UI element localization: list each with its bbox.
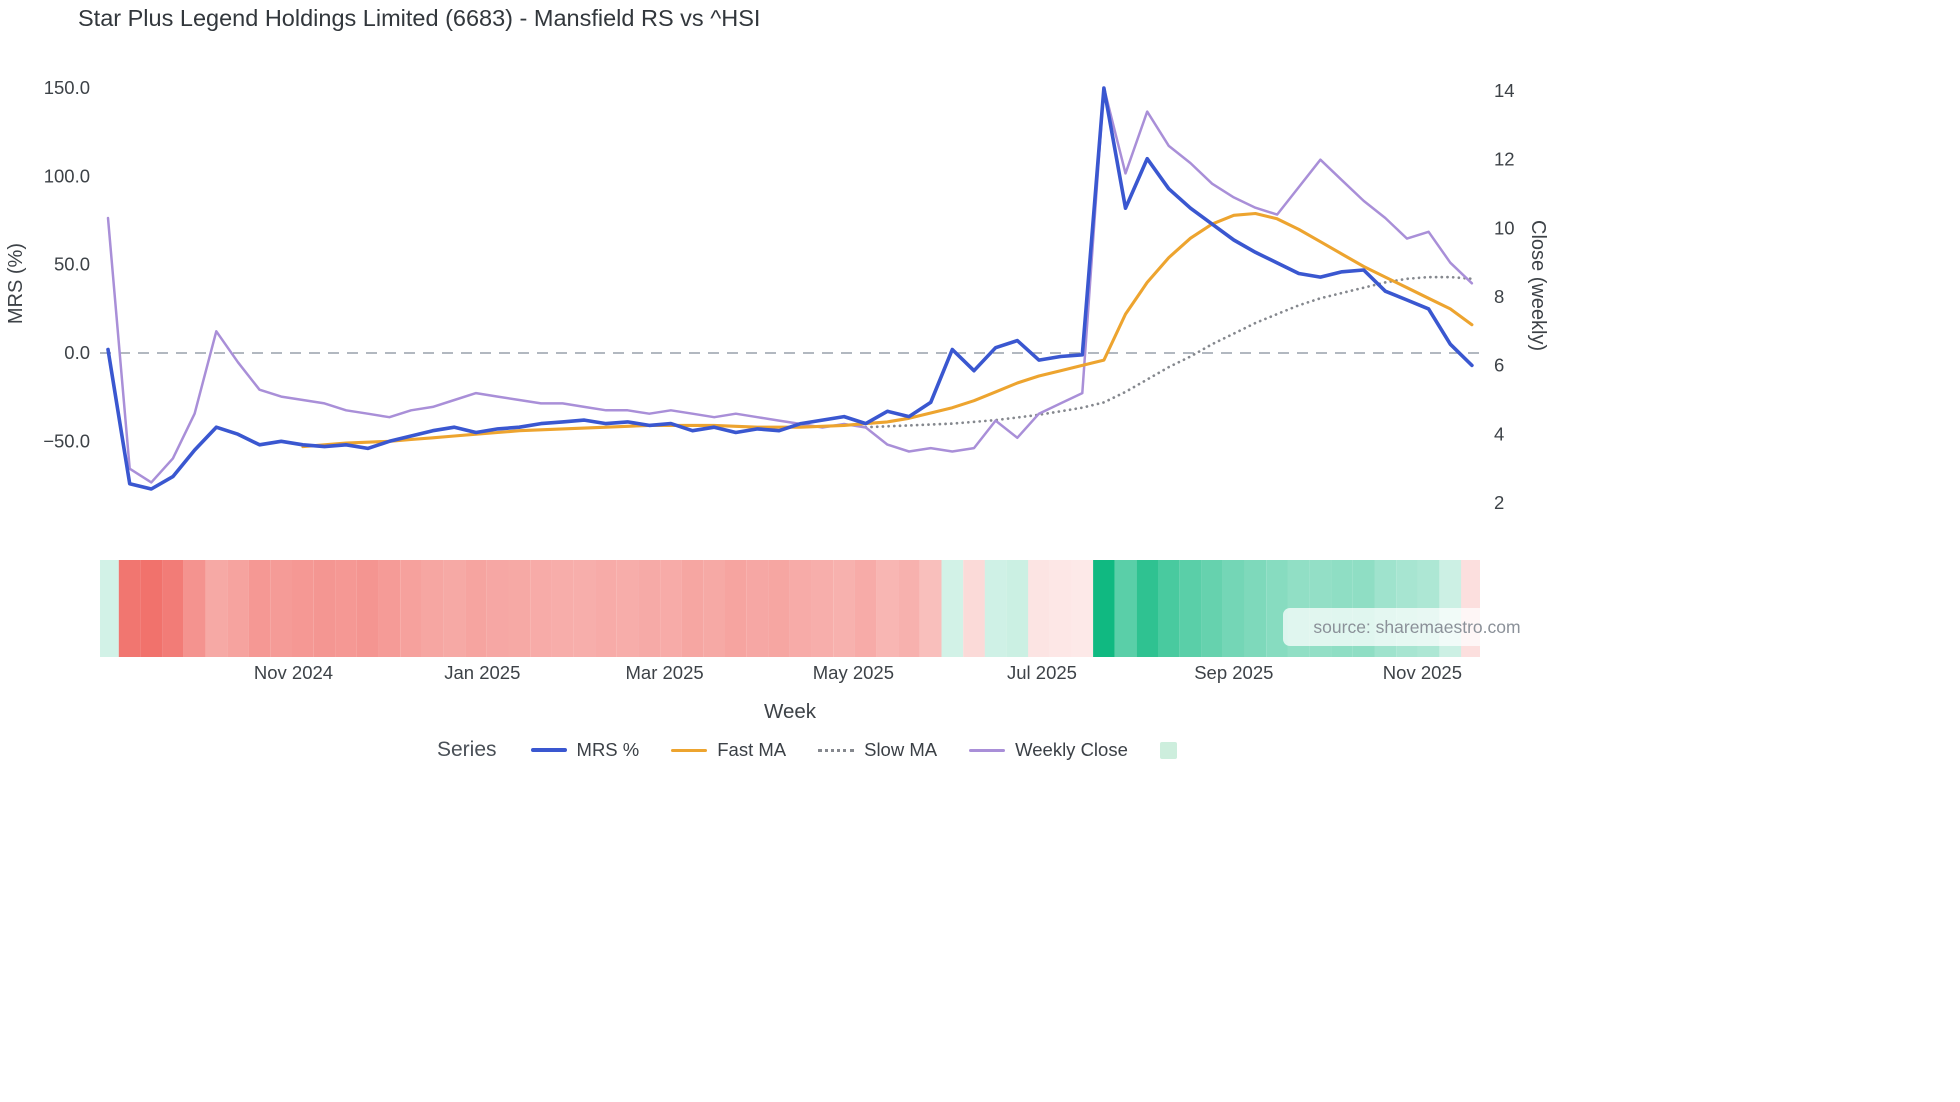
weekly-close-line-swatch-icon xyxy=(969,748,1006,752)
legend-label-fast-ma: Fast MA xyxy=(717,739,787,760)
svg-text:−50.0: −50.0 xyxy=(43,430,90,451)
heatmap-strip xyxy=(100,560,1480,657)
fast-ma-line-swatch-icon xyxy=(671,748,708,752)
svg-text:May 2025: May 2025 xyxy=(813,662,894,683)
weekly-close-line xyxy=(106,86,1474,484)
svg-text:8: 8 xyxy=(1494,286,1504,307)
heatmap-swatch-icon xyxy=(1159,741,1177,759)
legend-label-slow-ma: Slow MA xyxy=(864,739,938,760)
legend-item-slow-ma: Slow MA xyxy=(818,739,937,761)
legend-item-fast-ma: Fast MA xyxy=(671,739,786,761)
mrs-line-swatch-icon xyxy=(530,748,567,752)
svg-text:14: 14 xyxy=(1494,80,1515,101)
left-axis-title: MRS (%) xyxy=(5,243,27,325)
slow-ma-line-swatch-icon xyxy=(818,748,855,752)
legend-label-mrs: MRS % xyxy=(576,739,640,760)
legend-title: Series xyxy=(437,738,497,761)
svg-text:50.0: 50.0 xyxy=(54,254,90,275)
legend-item-weekly-close: Weekly Close xyxy=(969,739,1128,761)
legend-item-mrs: MRS % xyxy=(530,739,640,761)
svg-text:Jul 2025: Jul 2025 xyxy=(1007,662,1077,683)
chart-title: Star Plus Legend Holdings Limited (6683)… xyxy=(78,5,761,31)
svg-text:4: 4 xyxy=(1494,423,1504,444)
x-axis-title: Week xyxy=(763,700,817,723)
source-text: source: sharemaestro.com xyxy=(1313,616,1521,637)
svg-text:2: 2 xyxy=(1494,492,1504,513)
svg-text:0.0: 0.0 xyxy=(64,342,90,363)
legend-label-weekly-close: Weekly Close xyxy=(1015,739,1128,760)
svg-text:Sep 2025: Sep 2025 xyxy=(1194,662,1273,683)
source-watermark: source: sharemaestro.com xyxy=(1283,608,1551,646)
axis-tick-labels: 150.0 100.0 50.0 0.0 −50.0 14 12 10 8 6 4 2 Nov 2024… xyxy=(43,77,1514,683)
svg-text:Nov 2025: Nov 2025 xyxy=(1383,662,1462,683)
slow-ma-line xyxy=(864,275,1474,429)
svg-text:Jan 2025: Jan 2025 xyxy=(444,662,520,683)
svg-text:12: 12 xyxy=(1494,149,1515,170)
svg-text:Mar 2025: Mar 2025 xyxy=(626,662,704,683)
fast-ma-line xyxy=(301,211,1474,449)
svg-text:150.0: 150.0 xyxy=(44,77,90,98)
svg-text:6: 6 xyxy=(1494,355,1504,376)
svg-text:10: 10 xyxy=(1494,217,1515,238)
svg-text:Nov 2024: Nov 2024 xyxy=(254,662,333,683)
svg-text:100.0: 100.0 xyxy=(44,165,90,186)
right-axis-title: Close (weekly) xyxy=(1527,220,1549,352)
mrs-line xyxy=(106,86,1474,491)
legend: Series MRS % Fast MA Slow MA Weekly Clos… xyxy=(437,738,1177,762)
